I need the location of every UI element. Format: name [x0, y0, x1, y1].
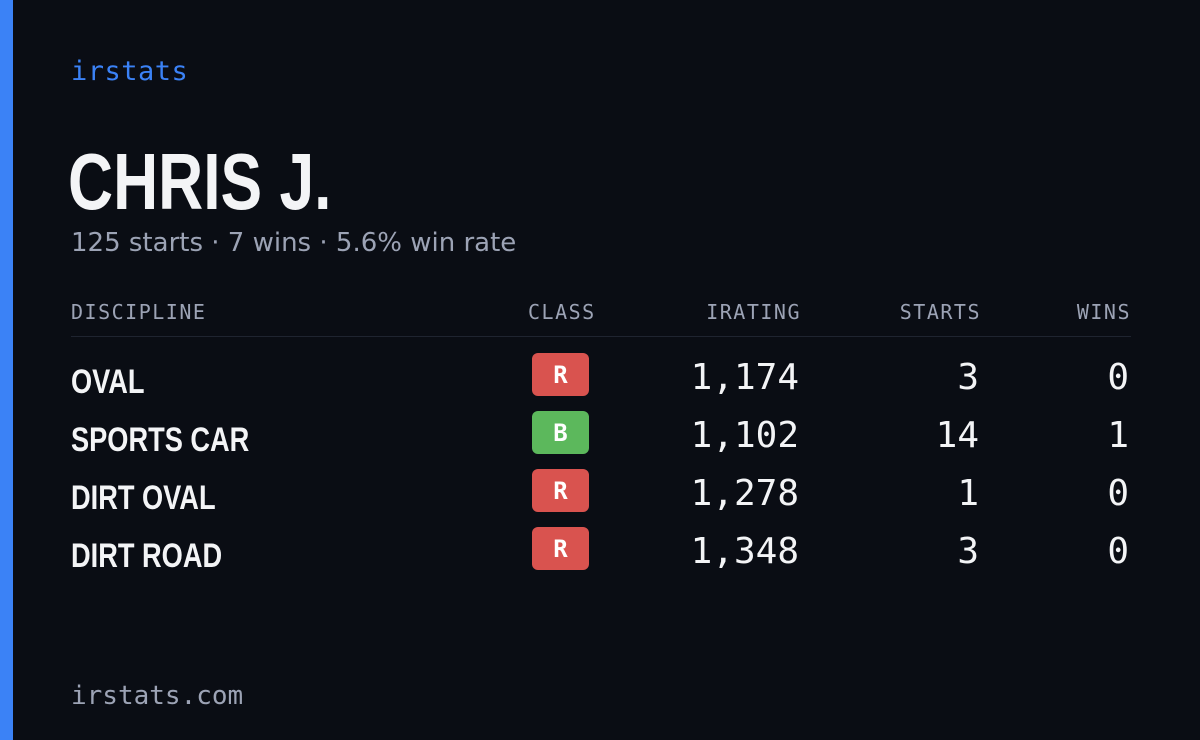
starts-value: 1 [957, 473, 979, 514]
driver-summary: 125 starts · 7 wins · 5.6% win rate [71, 228, 517, 258]
discipline-name: DIRT ROAD [71, 537, 223, 575]
irating-value: 1,278 [690, 473, 799, 514]
header-irating: IRATING [706, 300, 801, 324]
accent-bar [0, 0, 13, 740]
discipline-name: OVAL [71, 363, 145, 401]
table-row: DIRT ROAD R 1,348 3 0 [71, 527, 1131, 585]
class-badge: R [532, 353, 589, 396]
discipline-table: DISCIPLINE CLASS IRATING STARTS WINS OVA… [71, 298, 1131, 575]
irating-value: 1,174 [690, 357, 799, 398]
class-badge: R [532, 527, 589, 570]
footer-url: irstats.com [71, 681, 244, 711]
wins-value: 0 [1107, 473, 1129, 514]
wins-value: 1 [1107, 415, 1129, 456]
table-row: DIRT OVAL R 1,278 1 0 [71, 469, 1131, 527]
header-wins: WINS [1076, 300, 1131, 324]
table-header: DISCIPLINE CLASS IRATING STARTS WINS [71, 298, 1131, 337]
brand-logo: irstats [71, 56, 189, 87]
discipline-name: SPORTS CAR [71, 421, 250, 459]
irating-value: 1,102 [690, 415, 799, 456]
class-badge: B [532, 411, 589, 454]
starts-value: 3 [957, 357, 979, 398]
starts-value: 3 [957, 531, 979, 572]
discipline-name: DIRT OVAL [71, 479, 216, 517]
irating-value: 1,348 [690, 531, 799, 572]
wins-value: 0 [1107, 357, 1129, 398]
header-discipline: DISCIPLINE [71, 300, 207, 324]
driver-name: CHRIS J. [68, 137, 332, 226]
table-row: OVAL R 1,174 3 0 [71, 353, 1131, 411]
header-starts: STARTS [899, 300, 981, 324]
starts-value: 14 [935, 415, 979, 456]
table-row: SPORTS CAR B 1,102 14 1 [71, 411, 1131, 469]
table-body: OVAL R 1,174 3 0 SPORTS CAR B 1,102 14 1… [71, 353, 1131, 585]
class-badge: R [532, 469, 589, 512]
wins-value: 0 [1107, 531, 1129, 572]
header-class: CLASS [528, 300, 596, 324]
